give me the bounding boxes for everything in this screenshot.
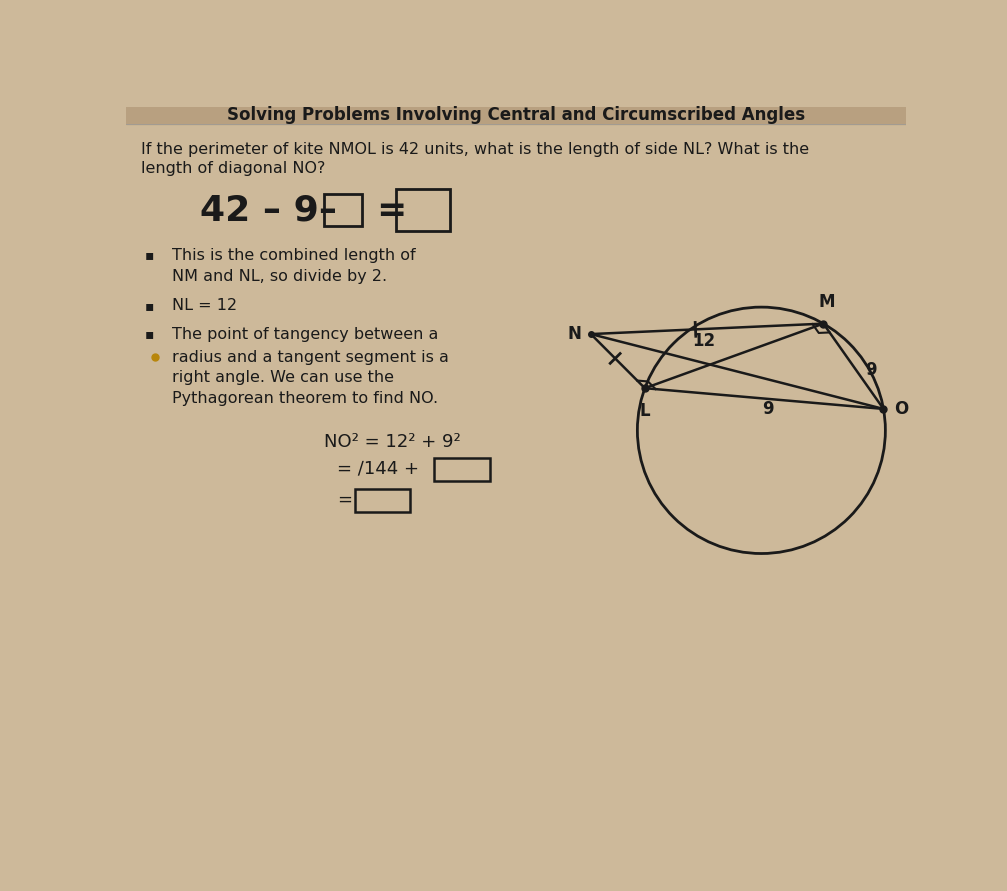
- Bar: [323, 194, 363, 226]
- Text: ▪: ▪: [145, 249, 155, 263]
- Text: right angle. We can use the: right angle. We can use the: [172, 371, 395, 386]
- Text: 42 – 9–: 42 – 9–: [199, 194, 336, 228]
- Text: M: M: [819, 293, 836, 311]
- Text: NL = 12: NL = 12: [172, 298, 238, 313]
- Text: radius and a tangent segment is a: radius and a tangent segment is a: [172, 349, 449, 364]
- Text: ▪: ▪: [145, 327, 155, 341]
- Text: This is the combined length of: This is the combined length of: [172, 248, 416, 263]
- Text: L: L: [639, 402, 651, 420]
- Text: NO² = 12² + 9²: NO² = 12² + 9²: [323, 433, 460, 451]
- Bar: [434, 458, 490, 481]
- Text: If the perimeter of kite NMOL is 42 units, what is the length of side NL? What i: If the perimeter of kite NMOL is 42 unit…: [141, 142, 810, 157]
- Text: =: =: [336, 491, 351, 509]
- Text: Pythagorean theorem to find NO.: Pythagorean theorem to find NO.: [172, 391, 438, 406]
- Text: N: N: [568, 325, 582, 343]
- Text: Solving Problems Involving Central and Circumscribed Angles: Solving Problems Involving Central and C…: [227, 106, 805, 125]
- Text: =: =: [377, 194, 407, 228]
- Text: O: O: [894, 400, 908, 418]
- Text: length of diagonal NO?: length of diagonal NO?: [141, 160, 325, 176]
- Text: 9: 9: [865, 361, 876, 380]
- Bar: [396, 189, 450, 231]
- Text: 9: 9: [762, 400, 773, 419]
- Text: ▪: ▪: [145, 298, 155, 313]
- Text: NM and NL, so divide by 2.: NM and NL, so divide by 2.: [172, 269, 388, 284]
- Text: = ∕144 +: = ∕144 +: [336, 460, 419, 478]
- Bar: [354, 489, 410, 512]
- Bar: [126, 107, 906, 124]
- Text: 12: 12: [692, 332, 715, 350]
- Text: The point of tangency between a: The point of tangency between a: [172, 327, 439, 341]
